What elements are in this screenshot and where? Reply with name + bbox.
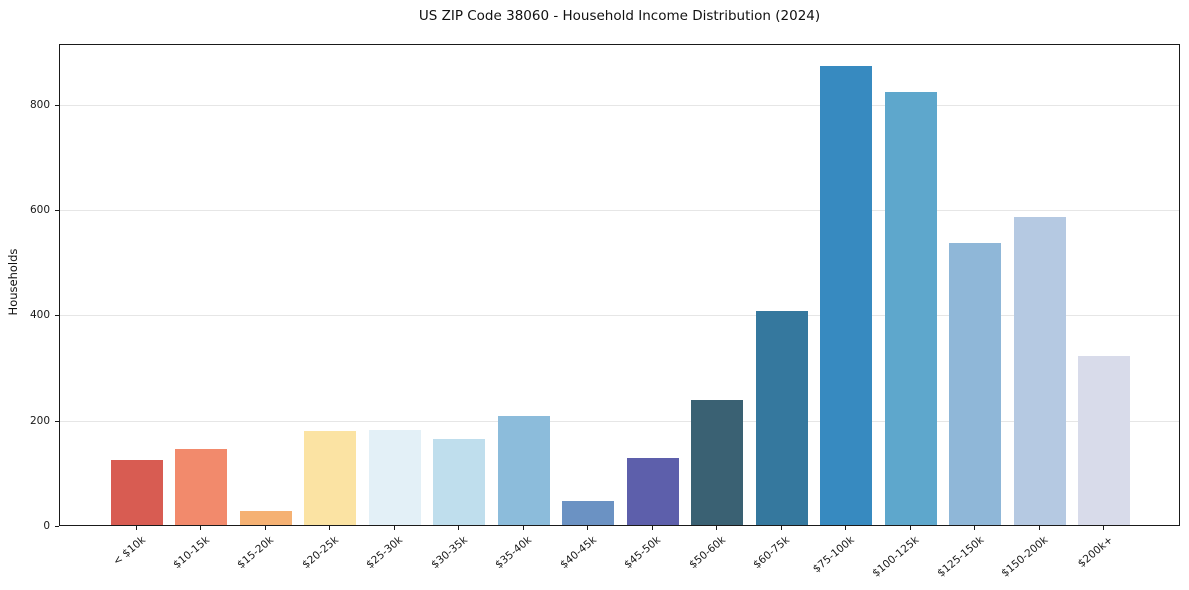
bar-$45-50k [626, 458, 679, 525]
x-tick-mark [458, 526, 460, 530]
x-tick-mark [329, 526, 331, 530]
y-tick-label: 0 [43, 520, 50, 532]
y-tick-label: 200 [29, 414, 50, 427]
y-tick-label: 400 [29, 309, 50, 322]
y-tick-mark [55, 526, 59, 527]
x-tick-label: $200k+ [1075, 534, 1115, 570]
x-tick-label: $20-25k [300, 534, 341, 572]
x-tick-label: $150-200k [999, 534, 1051, 580]
bar-$25-30k [368, 429, 421, 525]
x-tick-mark [264, 526, 266, 530]
y-tick-mark [55, 209, 59, 211]
bar-$100-125k [884, 92, 937, 525]
x-tick-label: $60-75k [751, 534, 793, 572]
bar-$60-75k [755, 310, 808, 525]
y-tick-mark [55, 420, 59, 422]
x-tick-label: $50-60k [687, 534, 728, 572]
x-tick-mark [909, 526, 911, 530]
x-tick-label: $15-20k [235, 534, 277, 572]
x-tick-label: $35-40k [493, 534, 535, 572]
gridline [60, 104, 1179, 106]
x-tick-mark [135, 526, 137, 530]
x-tick-mark [1038, 526, 1040, 530]
x-tick-label: < $10k [110, 534, 148, 568]
x-tick-label: $30-35k [429, 534, 470, 572]
bar-$75-100k [820, 65, 873, 525]
x-tick-mark [780, 526, 782, 530]
bar-$35-40k [497, 415, 550, 525]
x-tick-label: $75-100k [810, 534, 857, 576]
x-tick-mark [200, 526, 202, 530]
x-tick-label: $40-45k [558, 534, 599, 572]
plot-area [59, 44, 1180, 526]
bar-< $10k [110, 459, 163, 525]
bar-$20-25k [304, 430, 357, 525]
gridline [60, 420, 1179, 422]
y-tick-mark [55, 104, 59, 106]
bar-$125-150k [949, 242, 1002, 525]
bar-$15-20k [239, 511, 292, 525]
x-tick-mark [974, 526, 976, 530]
bar-$50-60k [691, 399, 744, 525]
x-tick-mark [522, 526, 524, 530]
x-tick-mark [587, 526, 589, 530]
x-tick-label: $45-50k [622, 534, 664, 572]
bar-$150-200k [1013, 217, 1066, 525]
chart-title: US ZIP Code 38060 - Household Income Dis… [418, 8, 821, 24]
bar-$30-35k [433, 439, 486, 525]
bar-$40-45k [562, 501, 615, 525]
x-tick-label: $10-15k [171, 534, 212, 572]
gridline [60, 315, 1179, 317]
x-tick-mark [393, 526, 395, 530]
y-tick-mark [55, 315, 59, 317]
x-tick-mark [716, 526, 718, 530]
bar-$200k+ [1078, 356, 1131, 525]
gridline [60, 209, 1179, 211]
x-tick-label: $25-30k [364, 534, 406, 572]
bar-$10-15k [175, 449, 228, 525]
y-tick-label: 800 [29, 98, 50, 111]
x-tick-label: $100-125k [870, 534, 922, 580]
x-tick-label: $125-150k [934, 534, 986, 580]
y-tick-label: 600 [29, 203, 50, 216]
x-tick-mark [845, 526, 847, 530]
x-tick-mark [651, 526, 653, 530]
x-tick-mark [1103, 526, 1105, 530]
